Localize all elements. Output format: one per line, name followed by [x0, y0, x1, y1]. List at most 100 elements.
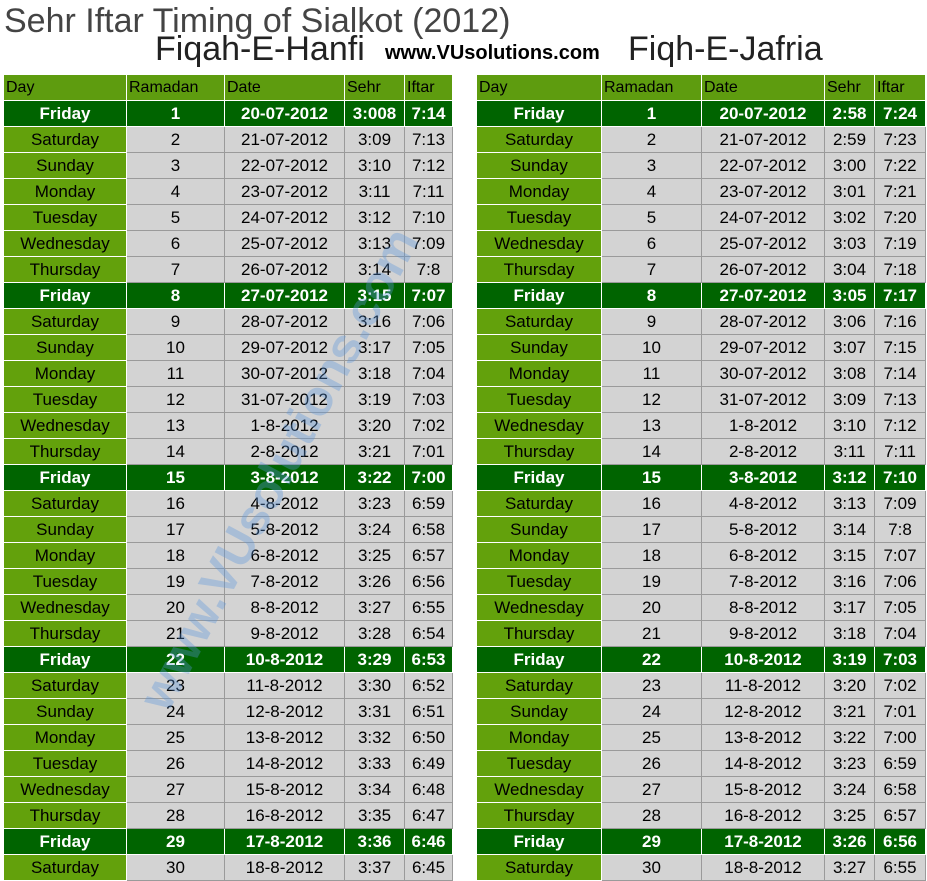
date-cell: 20-07-2012 [225, 101, 345, 127]
sehr-cell: 3:26 [345, 569, 405, 595]
ramadan-cell: 1 [602, 101, 702, 127]
ramadan-cell: 21 [127, 621, 225, 647]
column-header: Ramadan [127, 75, 225, 101]
day-cell: Tuesday [4, 387, 127, 413]
sehr-cell: 3:16 [825, 569, 875, 595]
ramadan-cell: 19 [127, 569, 225, 595]
day-cell: Sunday [4, 335, 127, 361]
ramadan-cell: 24 [127, 699, 225, 725]
iftar-cell: 7:14 [875, 361, 926, 387]
left-subtitle: Fiqah-E-Hanfi [155, 30, 365, 68]
date-cell: 14-8-2012 [702, 751, 825, 777]
iftar-cell: 6:46 [405, 829, 453, 855]
day-cell: Wednesday [477, 413, 602, 439]
day-cell: Tuesday [4, 205, 127, 231]
column-header: Day [4, 75, 127, 101]
ramadan-cell: 26 [602, 751, 702, 777]
day-cell: Friday [477, 647, 602, 673]
date-cell: 4-8-2012 [225, 491, 345, 517]
iftar-cell: 6:59 [405, 491, 453, 517]
ramadan-cell: 6 [127, 231, 225, 257]
day-cell: Saturday [477, 309, 602, 335]
ramadan-cell: 26 [127, 751, 225, 777]
ramadan-cell: 10 [127, 335, 225, 361]
day-cell: Sunday [4, 153, 127, 179]
date-cell: 30-07-2012 [225, 361, 345, 387]
sehr-cell: 3:22 [825, 725, 875, 751]
date-cell: 4-8-2012 [702, 491, 825, 517]
column-header: Day [477, 75, 602, 101]
sehr-cell: 3:08 [825, 361, 875, 387]
date-cell: 1-8-2012 [225, 413, 345, 439]
day-cell: Thursday [477, 803, 602, 829]
ramadan-cell: 20 [602, 595, 702, 621]
day-cell: Sunday [477, 153, 602, 179]
iftar-cell: 7:00 [405, 465, 453, 491]
iftar-cell: 7:07 [875, 543, 926, 569]
iftar-cell: 7:06 [405, 309, 453, 335]
date-cell: 31-07-2012 [702, 387, 825, 413]
date-cell: 7-8-2012 [702, 569, 825, 595]
iftar-cell: 7:14 [405, 101, 453, 127]
sehr-cell: 3:16 [345, 309, 405, 335]
sehr-cell: 3:02 [825, 205, 875, 231]
ramadan-cell: 8 [602, 283, 702, 309]
sehr-cell: 3:10 [825, 413, 875, 439]
date-cell: 9-8-2012 [225, 621, 345, 647]
iftar-cell: 7:8 [875, 517, 926, 543]
iftar-cell: 6:45 [405, 855, 453, 881]
day-cell: Friday [4, 101, 127, 127]
iftar-cell: 7:03 [405, 387, 453, 413]
iftar-cell: 7:04 [875, 621, 926, 647]
date-cell: 18-8-2012 [225, 855, 345, 881]
date-cell: 28-07-2012 [225, 309, 345, 335]
date-cell: 29-07-2012 [225, 335, 345, 361]
day-cell: Wednesday [477, 777, 602, 803]
day-cell: Thursday [477, 439, 602, 465]
ramadan-cell: 10 [602, 335, 702, 361]
day-cell: Thursday [4, 439, 127, 465]
day-cell: Sunday [477, 517, 602, 543]
day-cell: Tuesday [477, 569, 602, 595]
date-cell: 21-07-2012 [702, 127, 825, 153]
iftar-cell: 7:00 [875, 725, 926, 751]
sehr-cell: 3:27 [345, 595, 405, 621]
ramadan-cell: 5 [127, 205, 225, 231]
day-cell: Tuesday [4, 569, 127, 595]
day-cell: Thursday [4, 803, 127, 829]
ramadan-cell: 13 [602, 413, 702, 439]
sehr-cell: 3:13 [345, 231, 405, 257]
date-cell: 8-8-2012 [225, 595, 345, 621]
column-header: Iftar [875, 75, 926, 101]
ramadan-cell: 16 [602, 491, 702, 517]
ramadan-cell: 18 [602, 543, 702, 569]
iftar-cell: 6:56 [405, 569, 453, 595]
ramadan-cell: 23 [602, 673, 702, 699]
sehr-cell: 3:19 [345, 387, 405, 413]
date-cell: 5-8-2012 [225, 517, 345, 543]
date-cell: 12-8-2012 [225, 699, 345, 725]
iftar-cell: 6:52 [405, 673, 453, 699]
ramadan-cell: 3 [602, 153, 702, 179]
day-cell: Friday [4, 283, 127, 309]
date-cell: 15-8-2012 [225, 777, 345, 803]
column-header: Date [702, 75, 825, 101]
day-cell: Friday [477, 465, 602, 491]
iftar-cell: 6:59 [875, 751, 926, 777]
date-cell: 16-8-2012 [702, 803, 825, 829]
iftar-cell: 6:47 [405, 803, 453, 829]
date-cell: 10-8-2012 [225, 647, 345, 673]
sehr-cell: 3:35 [345, 803, 405, 829]
sehr-cell: 3:15 [345, 283, 405, 309]
date-cell: 6-8-2012 [702, 543, 825, 569]
date-cell: 12-8-2012 [702, 699, 825, 725]
day-cell: Saturday [477, 127, 602, 153]
ramadan-cell: 27 [602, 777, 702, 803]
iftar-cell: 6:57 [405, 543, 453, 569]
ramadan-cell: 3 [127, 153, 225, 179]
day-cell: Monday [477, 725, 602, 751]
iftar-cell: 6:53 [405, 647, 453, 673]
sehr-cell: 2:58 [825, 101, 875, 127]
sehr-cell: 3:21 [345, 439, 405, 465]
sehr-cell: 3:25 [345, 543, 405, 569]
